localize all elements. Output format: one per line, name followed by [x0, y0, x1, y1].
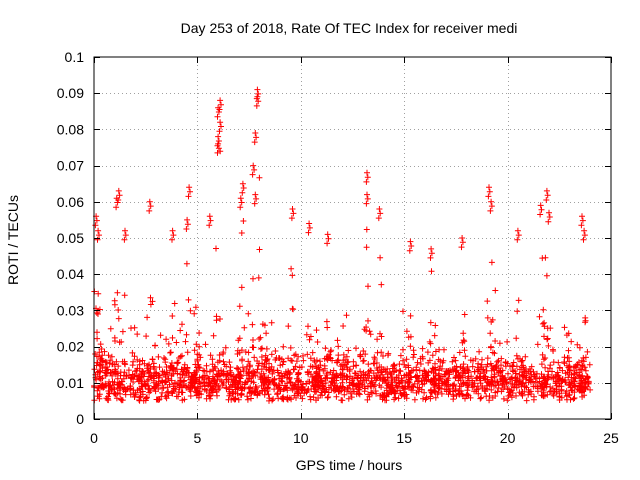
y-tick-label: 0.06 — [57, 194, 84, 210]
x-tick-label: 10 — [293, 430, 309, 446]
axis-ticks — [94, 57, 612, 420]
y-axis-label: ROTI / TECUs — [5, 195, 21, 285]
x-tick-label: 25 — [603, 430, 619, 446]
x-tick-label: 15 — [396, 430, 412, 446]
x-tick-label: 5 — [194, 430, 202, 446]
grid-lines — [94, 57, 611, 419]
roti-series-markers — [91, 86, 594, 404]
y-tick-label: 0.08 — [57, 121, 84, 137]
y-tick-label: 0.05 — [57, 230, 84, 246]
x-tick-label: 20 — [500, 430, 516, 446]
tick-labels: 0 5 10 15 20 25 0 0.01 0.02 0.03 0.04 0.05 0.06 0.07 0… — [57, 49, 619, 446]
y-tick-label: 0.04 — [57, 266, 84, 282]
y-tick-label: 0.03 — [57, 302, 84, 318]
y-tick-label: 0.09 — [57, 85, 84, 101]
chart-title: Day 253 of 2018, Rate Of TEC Index for r… — [181, 20, 518, 36]
y-tick-label: 0.01 — [57, 375, 84, 391]
x-tick-label: 0 — [90, 430, 98, 446]
x-axis-label: GPS time / hours — [296, 457, 403, 473]
y-tick-label: 0 — [76, 411, 84, 427]
y-tick-label: 0.07 — [57, 158, 84, 174]
y-tick-label: 0.02 — [57, 339, 84, 355]
data-points — [91, 86, 594, 404]
y-tick-label: 0.1 — [65, 49, 85, 65]
